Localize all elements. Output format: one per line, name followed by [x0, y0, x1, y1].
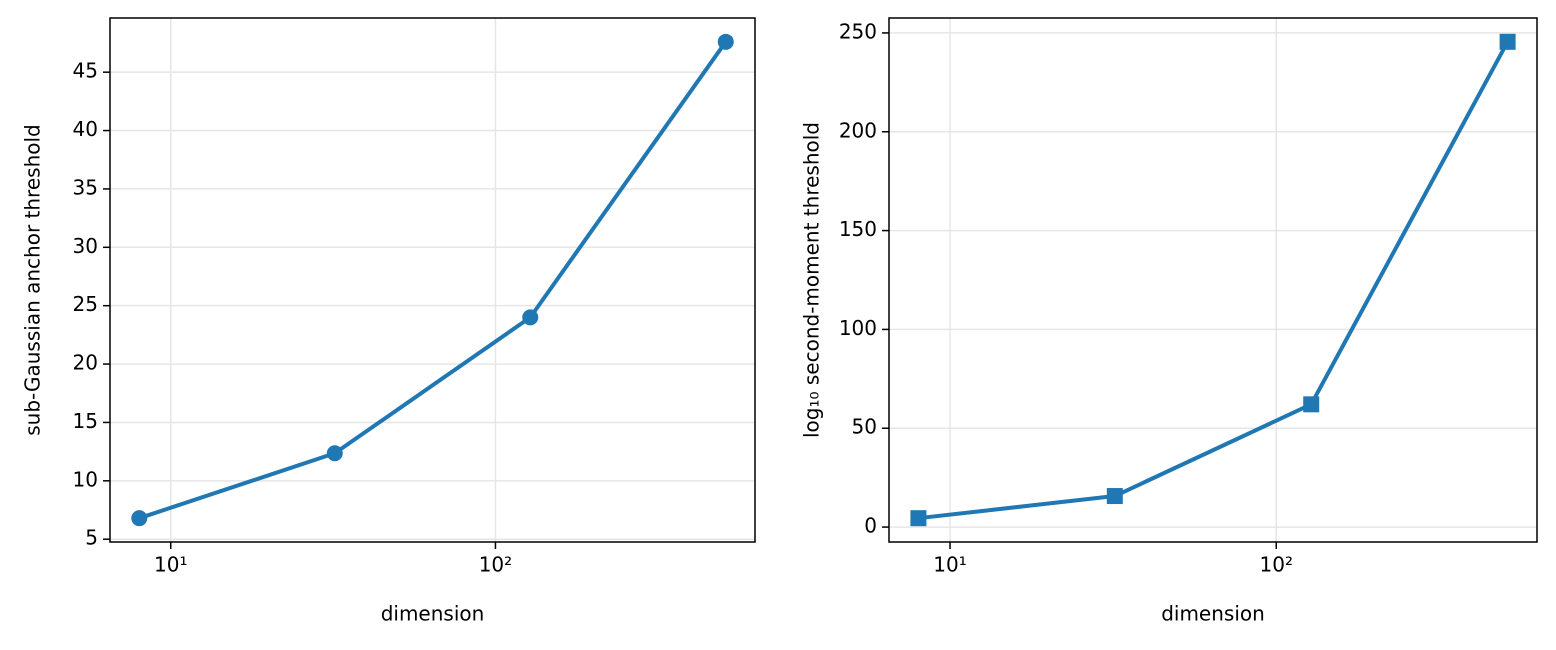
- axes-frame: [888, 17, 1538, 543]
- data-line: [918, 40, 1510, 521]
- y-tick-label: 25: [73, 292, 98, 316]
- y-tick-label: 50: [852, 415, 877, 439]
- data-line: [138, 40, 728, 521]
- x-tick-label: 10²: [1260, 553, 1293, 577]
- y-tick-label: 200: [839, 118, 877, 142]
- y-tick-label: 0: [864, 514, 877, 538]
- x-axis-label: dimension: [381, 602, 485, 626]
- y-tick-label: 15: [73, 409, 98, 433]
- marker: [326, 445, 343, 462]
- marker: [1106, 488, 1123, 505]
- marker: [522, 309, 539, 326]
- marker: [1303, 396, 1320, 413]
- y-tick-label: 10: [73, 467, 98, 491]
- y-tick-label: 45: [73, 59, 98, 83]
- marker: [1499, 33, 1516, 50]
- x-tick-label: 10²: [479, 553, 512, 577]
- y-tick-label: 150: [839, 217, 877, 241]
- y-tick-label: 40: [73, 117, 98, 141]
- y-tick-label: 30: [73, 234, 98, 258]
- y-axis-label: sub-Gaussian anchor threshold: [21, 124, 45, 435]
- x-tick-label: 10¹: [154, 553, 187, 577]
- y-tick-label: 5: [85, 526, 98, 550]
- y-tick-label: 250: [839, 19, 877, 43]
- marker: [131, 510, 148, 527]
- y-tick-label: 100: [839, 316, 877, 340]
- x-tick-label: 10¹: [933, 553, 966, 577]
- marker: [717, 33, 734, 50]
- marker: [910, 510, 927, 527]
- axes-frame: [109, 17, 756, 543]
- x-axis-label: dimension: [1161, 602, 1265, 626]
- y-axis-label: log₁₀ second-moment threshold: [800, 122, 824, 438]
- y-tick-label: 20: [73, 351, 98, 375]
- y-tick-label: 35: [73, 175, 98, 199]
